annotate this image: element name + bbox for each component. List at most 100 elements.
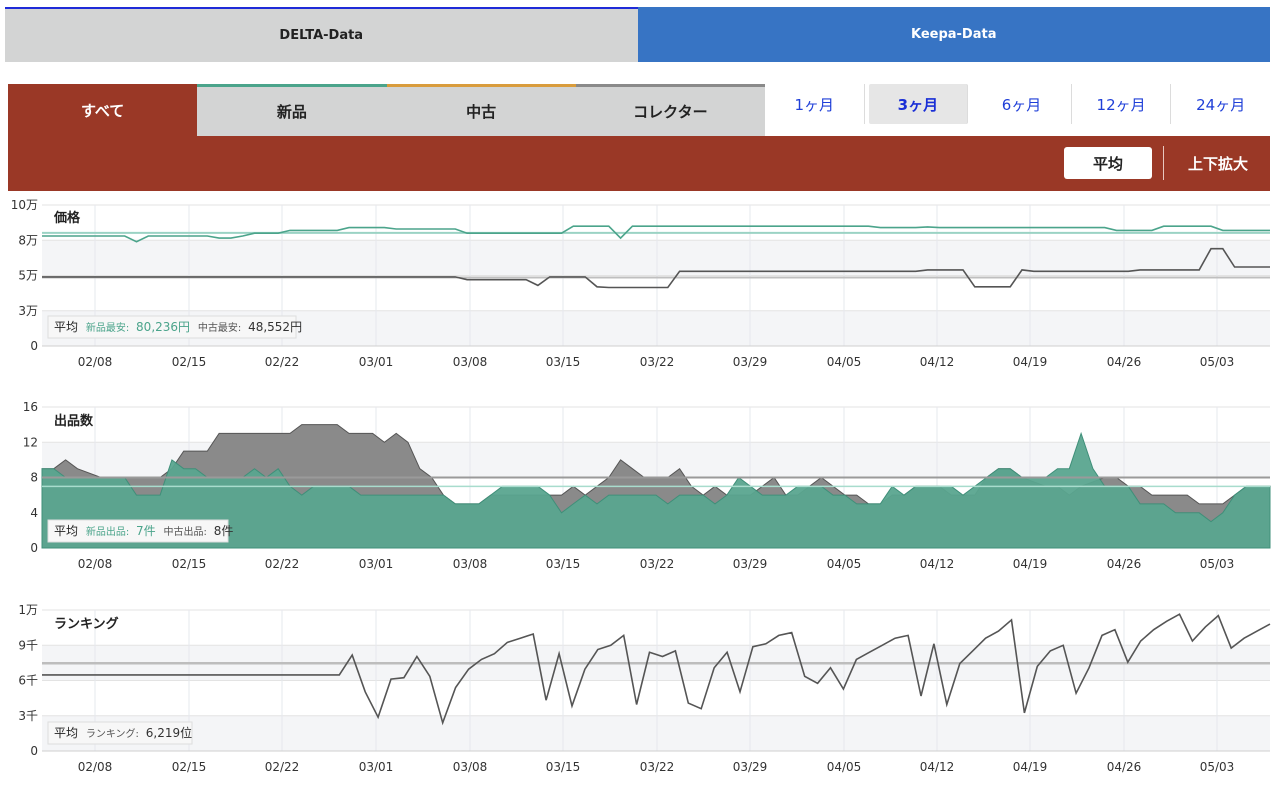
y-tick-label: 8 [30,471,38,485]
range-12-months[interactable]: 12ヶ月 [1072,84,1172,124]
x-tick-label: 04/26 [1107,355,1142,369]
price-chart: 価格 0 3万 5万 8万 10万 02/08 02/15 02/22 03/01 03/08 0… [11,198,1270,369]
tab-condition-all[interactable]: すべて [8,84,198,136]
x-tick-label: 05/03 [1200,355,1235,369]
tab-delta-data[interactable]: DELTA-Data [5,7,638,62]
price-average-label: 平均 新品最安: 80,236円 中古最安: 48,552円 [54,320,302,334]
y-tick-label: 3万 [18,304,38,318]
x-tick-label: 04/05 [827,760,862,774]
price-chart-title: 価格 [53,210,81,226]
x-tick-label: 04/26 [1107,760,1142,774]
x-tick-label: 03/15 [546,355,581,369]
x-tick-label: 03/22 [640,760,675,774]
avg-prefix: 平均 [54,320,78,334]
y-tick-label: 0 [30,339,38,353]
x-tick-label: 03/22 [640,355,675,369]
x-tick-label: 04/05 [827,557,862,571]
x-tick-label: 03/15 [546,760,581,774]
y-tick-label: 0 [30,541,38,555]
y-tick-label: 3千 [18,709,38,723]
grid-band [42,715,1270,751]
x-tick-label: 03/01 [359,355,394,369]
x-tick-label: 03/08 [453,760,488,774]
avg-used-label: 中古最安: [198,321,241,334]
avg-used-label: 中古出品: [164,525,207,538]
x-tick-label: 04/19 [1013,557,1048,571]
source-tabs: DELTA-Data Keepa-Data [5,7,1270,62]
x-tick-label: 02/22 [265,355,300,369]
series-new-price-line [42,225,1270,243]
avg-used-value: 8件 [214,524,234,538]
listings-average-label: 平均 新品出品: 7件 中古出品: 8件 [54,524,233,538]
ranking-average-box: 平均 ランキング: 6,219位 [47,721,193,745]
x-tick-label: 02/08 [78,355,113,369]
x-tick-label: 02/22 [265,760,300,774]
average-button[interactable]: 平均 [1064,147,1152,179]
grid-band [42,240,1270,276]
x-tick-label: 03/08 [453,557,488,571]
x-tick-label: 04/19 [1013,760,1048,774]
y-tick-label: 6千 [18,674,38,688]
listings-chart-title: 出品数 [54,413,94,429]
range-24-months[interactable]: 24ヶ月 [1196,95,1246,114]
range-3-months[interactable]: 3ヶ月 [868,84,969,124]
x-tick-label: 03/08 [453,355,488,369]
x-tick-label: 04/12 [920,760,955,774]
x-tick-label: 03/22 [640,557,675,571]
listings-average-box: 平均 新品出品: 7件 中古出品: 8件 [47,519,233,543]
y-tick-label: 12 [23,435,38,449]
ranking-average-label: 平均 ランキング: 6,219位 [54,725,192,740]
avg-new-value: 7件 [136,524,156,538]
toolbar-divider [1163,146,1164,180]
x-tick-label: 03/29 [733,760,768,774]
series-new-listings-area [41,431,1271,549]
vertical-zoom-button[interactable]: 上下拡大 [1187,154,1248,173]
avg-new-value: 80,236円 [136,320,190,334]
y-tick-label: 0 [30,744,38,758]
avg-prefix: 平均 [54,726,78,740]
series-used-price-line [42,247,1270,289]
tab-condition-collector[interactable]: コレクター [575,84,765,136]
x-tick-label: 03/01 [359,557,394,571]
x-tick-label: 02/22 [265,557,300,571]
ranking-chart-title: ランキング [54,616,119,632]
avg-ranking-label: ランキング: [86,727,139,740]
avg-prefix: 平均 [54,524,78,538]
price-average-box: 平均 新品最安: 80,236円 中古最安: 48,552円 [47,315,302,339]
avg-new-label: 新品最安: [86,321,129,334]
series-ranking-line [42,613,1271,726]
y-tick-label: 1万 [18,603,38,617]
x-tick-label: 02/15 [172,355,207,369]
x-tick-label: 03/29 [733,355,768,369]
avg-used-value: 48,552円 [248,320,302,334]
x-tick-label: 04/26 [1107,557,1142,571]
y-tick-label: 16 [23,400,38,414]
range-tabs: 1ヶ月 3ヶ月 6ヶ月 12ヶ月 24ヶ月 [765,84,1270,124]
avg-new-label: 新品出品: [86,525,129,538]
x-tick-label: 05/03 [1200,557,1235,571]
y-tick-label: 8万 [18,233,38,247]
x-tick-label: 03/01 [359,760,394,774]
x-tick-label: 02/15 [172,557,207,571]
x-tick-label: 03/29 [733,557,768,571]
listings-chart: 出品数 0 4 8 12 16 02/08 02/15 02/22 03/01 03/08 03/… [23,400,1271,571]
ranking-chart: ランキング 0 3千 6千 9千 1万 02/08 02/15 02/22 03/01 03/0… [18,603,1271,774]
x-tick-label: 04/12 [920,355,955,369]
avg-ranking-value: 6,219位 [146,725,192,740]
x-tick-label: 05/03 [1200,760,1235,774]
y-tick-label: 5万 [18,269,38,283]
range-1-month[interactable]: 1ヶ月 [765,84,865,124]
tab-keepa-data[interactable]: Keepa-Data [637,7,1270,62]
condition-tabs: すべて 新品 中古 コレクター [8,84,765,136]
tab-condition-new[interactable]: 新品 [197,84,387,136]
y-tick-label: 4 [30,506,38,520]
x-tick-label: 02/08 [78,760,113,774]
x-tick-label: 02/15 [172,760,207,774]
x-tick-label: 02/08 [78,557,113,571]
y-tick-label: 10万 [11,198,38,212]
tab-condition-used[interactable]: 中古 [386,84,576,136]
toolbar-bar [8,136,1270,191]
x-tick-label: 03/15 [546,557,581,571]
range-6-months[interactable]: 6ヶ月 [972,84,1072,124]
y-tick-label: 9千 [18,638,38,652]
